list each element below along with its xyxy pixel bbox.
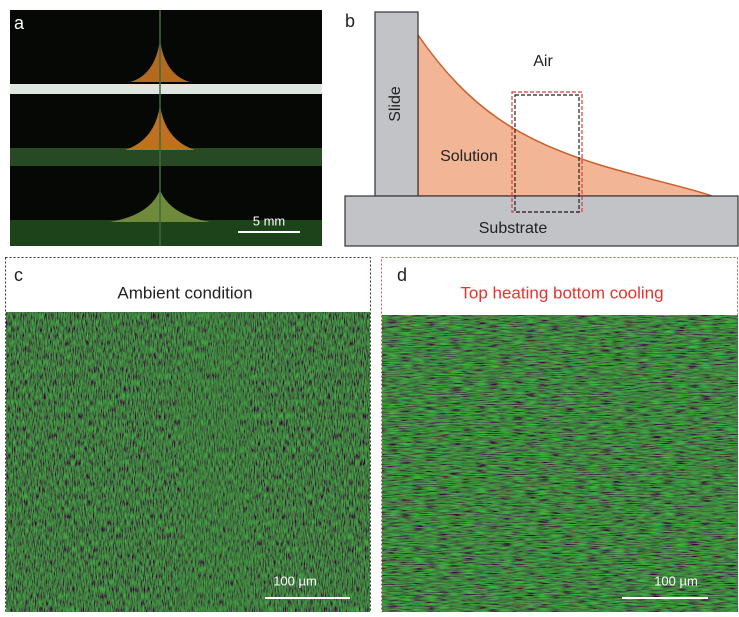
slide <box>374 11 419 197</box>
slide-label: Slide <box>387 86 404 122</box>
region-box <box>514 94 580 213</box>
glass-edge <box>10 84 322 94</box>
panel-c: 100 µm c Ambient condition <box>5 257 371 612</box>
substrate <box>344 195 739 247</box>
panel-title: Ambient condition <box>117 283 252 302</box>
scale-bar-label: 5 mm <box>253 213 286 228</box>
micrograph-texture <box>6 312 370 612</box>
air-label: Air <box>533 53 553 70</box>
panel-title: Top heating bottom cooling <box>460 283 663 302</box>
panel-label: a <box>14 13 25 33</box>
solution-label: Solution <box>440 148 498 165</box>
panel-b: b Slide Air Solution Substrate <box>344 11 739 247</box>
panel-d: 100 µm d Top heating bottom cooling <box>381 257 738 612</box>
solution <box>417 32 713 197</box>
scale-bar-label: 100 µm <box>654 573 698 588</box>
panel-label: c <box>14 265 23 285</box>
panel-label: d <box>397 265 407 285</box>
panel-a: 5 mm a <box>10 10 322 246</box>
bright-stripe <box>180 312 250 612</box>
scale-bar-label: 100 µm <box>273 573 317 588</box>
green-band <box>10 148 322 166</box>
panel-label: b <box>345 11 355 31</box>
substrate-label: Substrate <box>479 220 548 237</box>
micrograph-texture <box>382 315 738 612</box>
